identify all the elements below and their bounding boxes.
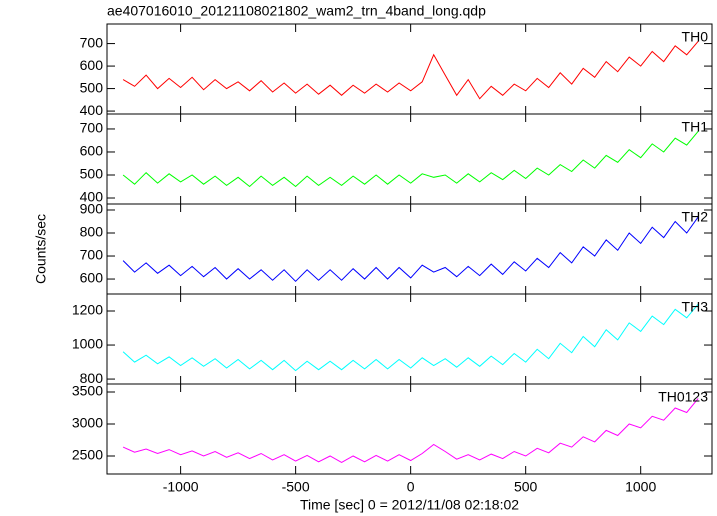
y-tick-label: 1200 bbox=[72, 302, 103, 318]
y-tick-label: 500 bbox=[80, 166, 104, 182]
series-line bbox=[122, 40, 699, 100]
x-tick-label: -500 bbox=[282, 479, 310, 495]
y-tick-label: 700 bbox=[80, 34, 104, 50]
x-tick-label: -1000 bbox=[163, 479, 199, 495]
y-tick-label: 800 bbox=[80, 370, 104, 386]
y-tick-label: 800 bbox=[80, 224, 104, 240]
y-tick-label: 700 bbox=[80, 120, 104, 136]
legend-label: TH0123 bbox=[658, 389, 708, 405]
legend-label: TH0 bbox=[682, 29, 709, 45]
legend-label: TH3 bbox=[682, 299, 709, 315]
x-axis-label: Time [sec] 0 = 2012/11/08 02:18:02 bbox=[300, 497, 519, 513]
x-tick-label: 0 bbox=[407, 479, 415, 495]
series-line bbox=[122, 303, 699, 372]
series-line bbox=[122, 130, 699, 188]
series-line bbox=[122, 398, 699, 463]
y-axis-label: Counts/sec bbox=[33, 214, 49, 284]
y-tick-label: 600 bbox=[80, 143, 104, 159]
y-tick-label: 600 bbox=[80, 57, 104, 73]
y-tick-label: 400 bbox=[80, 102, 104, 118]
x-tick-label: 1000 bbox=[625, 479, 656, 495]
y-tick-label: 3000 bbox=[72, 415, 103, 431]
panel-frame bbox=[106, 23, 713, 115]
panel-frame bbox=[106, 293, 713, 385]
legend-label: TH1 bbox=[682, 119, 709, 135]
panel-frame bbox=[106, 383, 713, 475]
panel-frame bbox=[106, 203, 713, 295]
y-tick-label: 700 bbox=[80, 247, 104, 263]
y-tick-label: 500 bbox=[80, 79, 104, 95]
y-tick-label: 400 bbox=[80, 189, 104, 205]
series-line bbox=[122, 216, 699, 283]
y-tick-label: 900 bbox=[80, 201, 104, 217]
chart-title: ae407016010_20121108021802_wam2_trn_4ban… bbox=[107, 3, 486, 19]
x-tick-label: 500 bbox=[514, 479, 538, 495]
legend-label: TH2 bbox=[682, 209, 709, 225]
y-tick-label: 3500 bbox=[72, 383, 103, 399]
y-tick-label: 1000 bbox=[72, 336, 103, 352]
y-tick-label: 600 bbox=[80, 270, 104, 286]
y-tick-label: 2500 bbox=[72, 447, 103, 463]
